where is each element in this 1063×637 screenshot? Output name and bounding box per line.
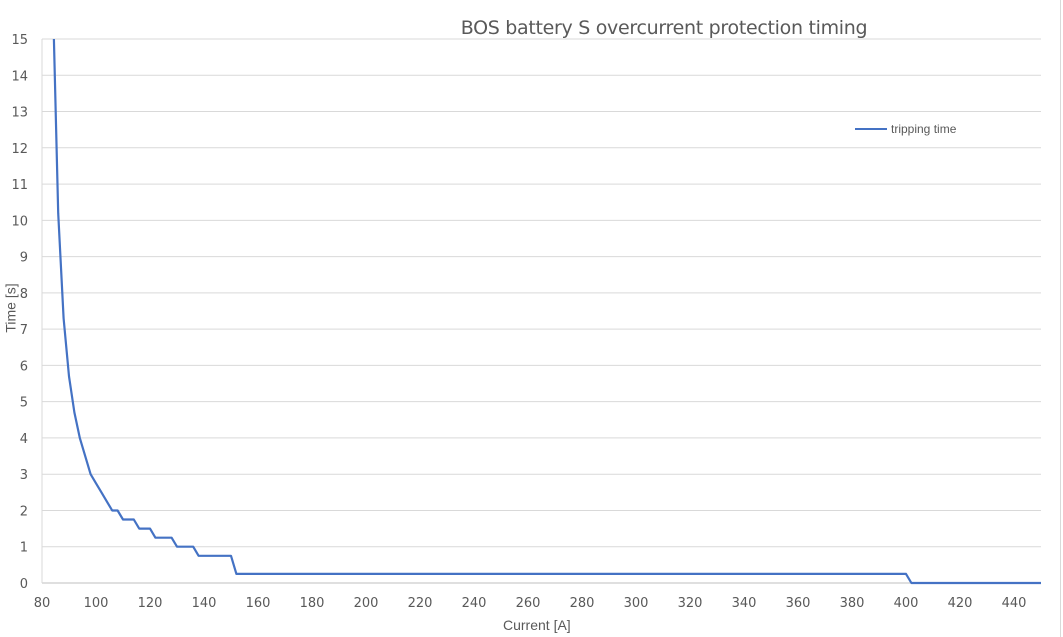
- x-tick-label: 220: [408, 596, 433, 611]
- y-tick-label: 11: [11, 178, 28, 193]
- x-tick-label: 420: [948, 596, 973, 611]
- x-tick-label: 260: [516, 596, 541, 611]
- x-tick-label: 100: [84, 596, 109, 611]
- x-tick-label: 360: [786, 596, 811, 611]
- x-tick-label: 280: [570, 596, 595, 611]
- x-tick-label: 440: [1002, 596, 1027, 611]
- legend-label: tripping time: [891, 122, 957, 136]
- x-tick-label: 340: [732, 596, 757, 611]
- x-tick-label: 180: [300, 596, 325, 611]
- y-tick-label: 0: [20, 577, 28, 592]
- x-tick-label: 240: [462, 596, 487, 611]
- y-tick-label: 4: [20, 432, 28, 447]
- legend-line-swatch: [855, 128, 887, 130]
- y-tick-label: 3: [20, 468, 28, 483]
- x-tick-label: 200: [354, 596, 379, 611]
- x-tick-label: 120: [138, 596, 163, 611]
- y-tick-label: 12: [11, 142, 28, 157]
- y-axis-label: Time [s]: [2, 283, 19, 333]
- y-tick-label: 2: [20, 504, 28, 519]
- series-line-tripping-time: [52, 38, 1041, 585]
- x-tick-label: 380: [840, 596, 865, 611]
- x-tick-label: 300: [624, 596, 649, 611]
- y-tick-label: 8: [20, 287, 28, 302]
- x-tick-label: 80: [34, 596, 51, 611]
- chart-title: BOS battery S overcurrent protection tim…: [460, 17, 868, 39]
- y-tick-label: 1: [20, 541, 28, 556]
- y-tick-label: 14: [11, 69, 28, 84]
- y-tick-label: 10: [11, 214, 28, 229]
- y-tick-label: 5: [20, 396, 28, 411]
- y-tick-label: 6: [20, 359, 28, 374]
- x-axis-label: Current [A]: [503, 617, 571, 633]
- y-tick-label: 15: [11, 33, 28, 48]
- x-tick-label: 400: [894, 596, 919, 611]
- y-tick-label: 9: [20, 251, 28, 266]
- x-tick-label: 160: [246, 596, 271, 611]
- y-tick-label: 7: [20, 323, 28, 338]
- x-tick-label: 140: [192, 596, 217, 611]
- y-tick-label: 13: [11, 106, 28, 121]
- x-tick-label: 320: [678, 596, 703, 611]
- legend: tripping time: [855, 122, 956, 136]
